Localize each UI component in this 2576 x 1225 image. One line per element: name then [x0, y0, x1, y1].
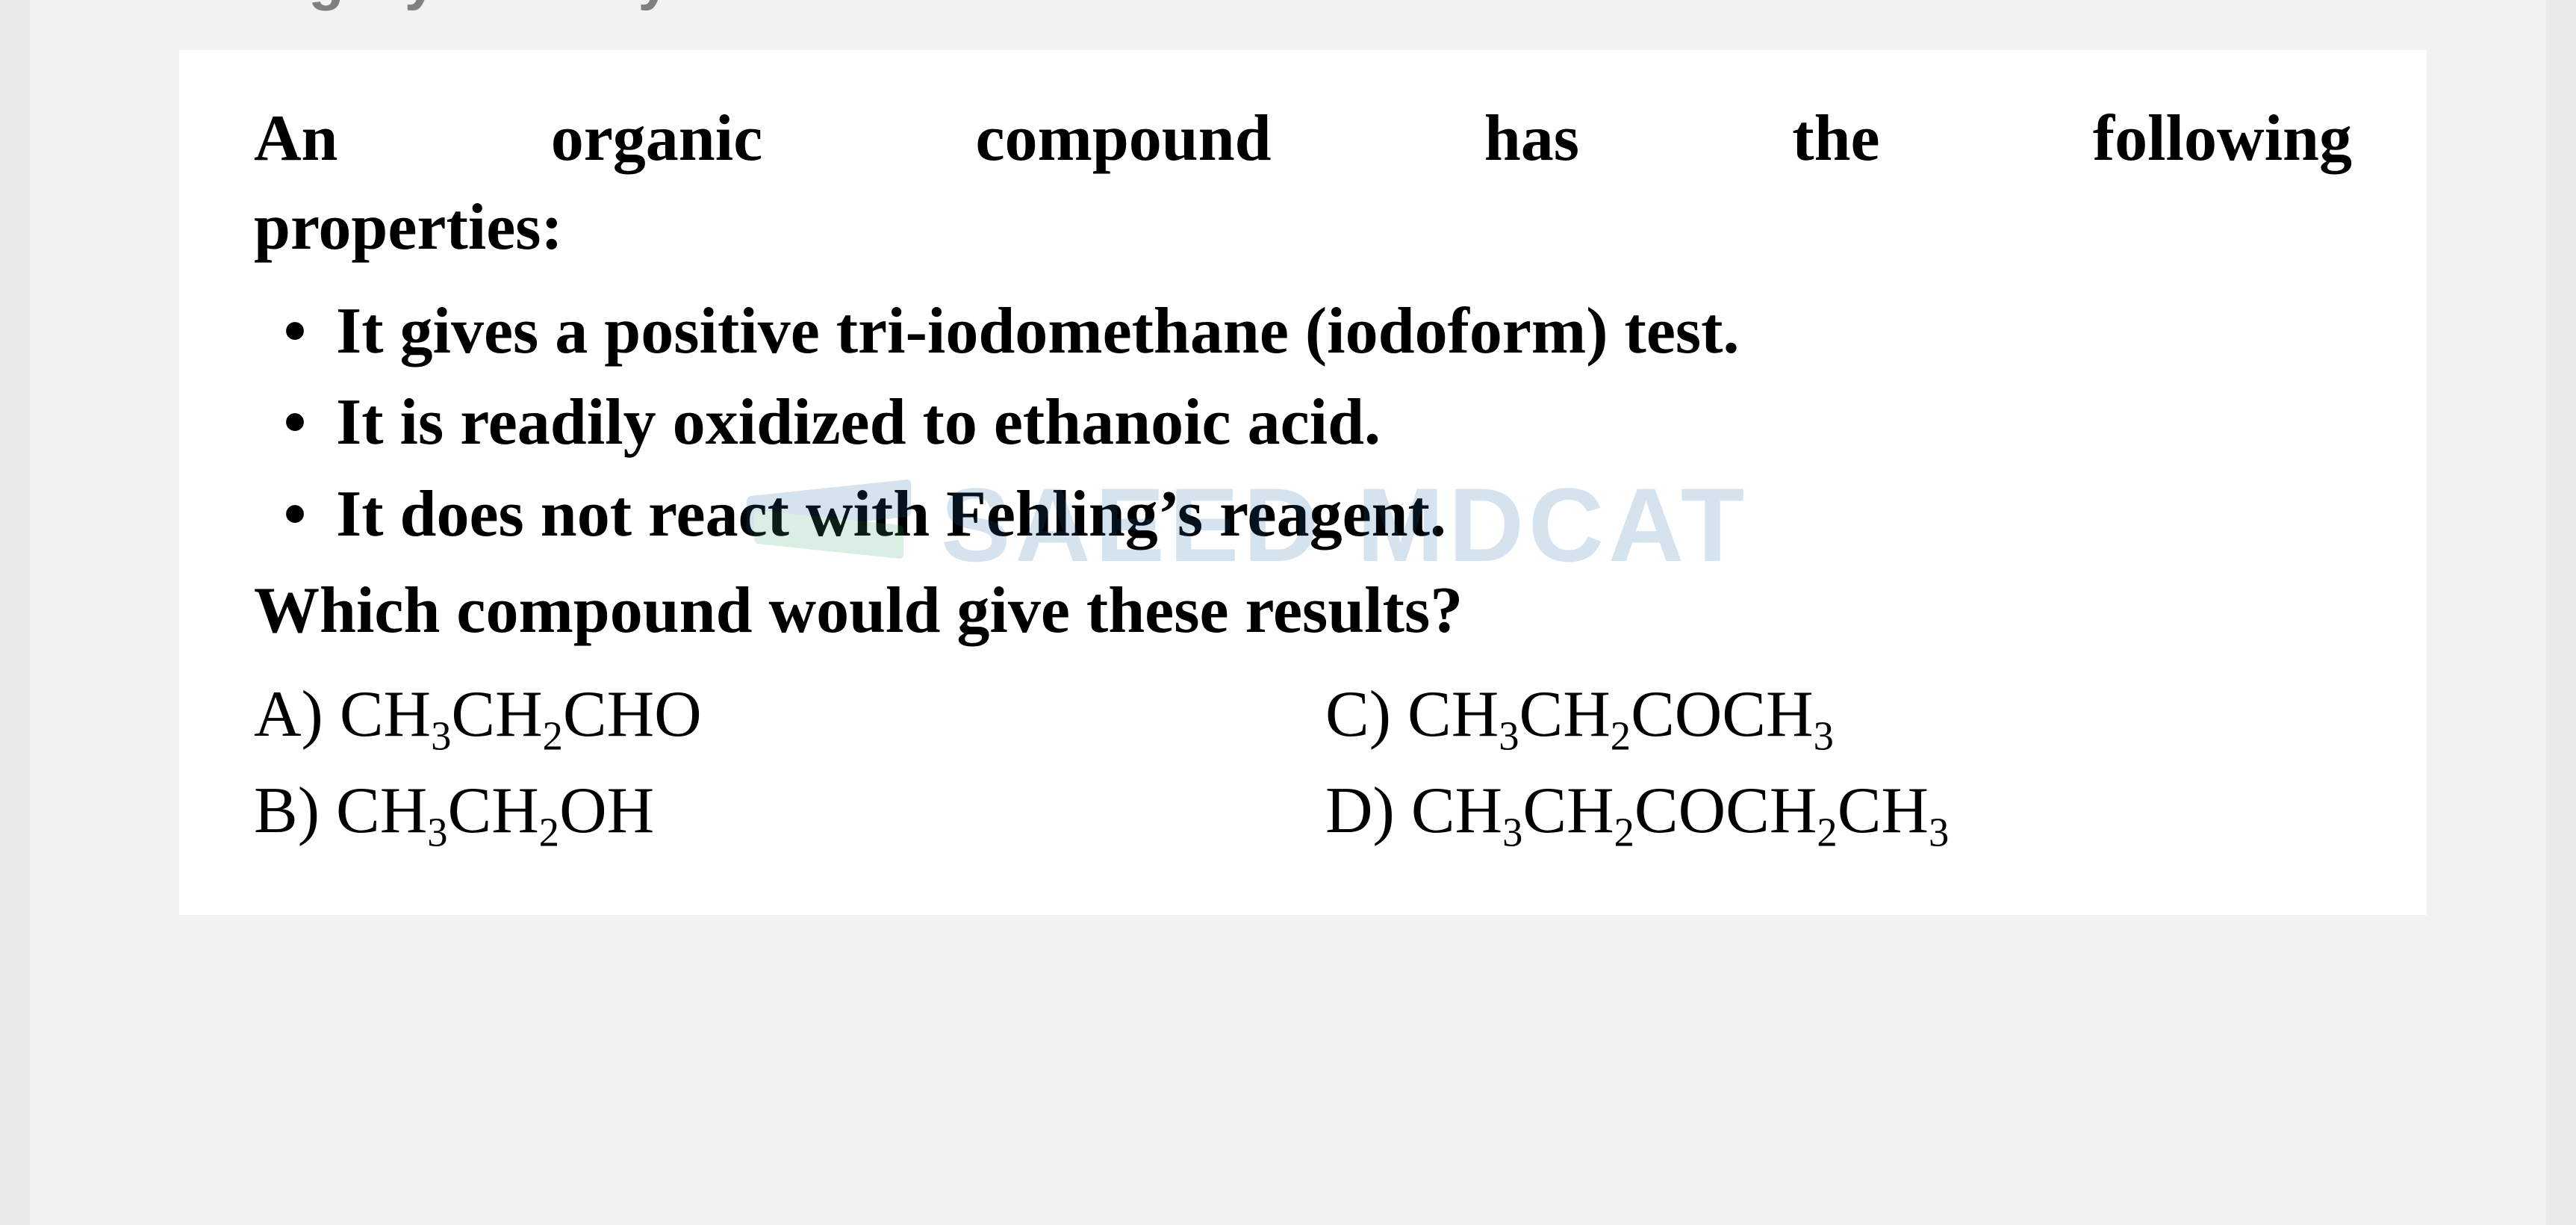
option-letter: C) — [1325, 678, 1391, 751]
question-stem-line1: An organic compound has the following — [254, 95, 2352, 184]
bullet-text: It is readily oxidized to ethanoic acid. — [336, 379, 2352, 468]
option-b: B) CH3CH2OH — [254, 767, 1281, 856]
question-card: SAEED MDCAT An organic compound has the … — [179, 50, 2427, 915]
bullet-item: • It is readily oxidized to ethanoic aci… — [254, 379, 2352, 468]
option-letter: A) — [254, 678, 323, 751]
option-formula: CH3CH2COCH3 — [1407, 678, 1834, 751]
options-grid: A) CH3CH2CHO C) CH3CH2COCH3 B) CH3CH2OH … — [254, 671, 2352, 856]
option-c: C) CH3CH2COCH3 — [1325, 671, 2352, 760]
option-formula: CH3CH2OH — [336, 775, 654, 847]
option-a: A) CH3CH2CHO — [254, 671, 1281, 760]
bullet-dot-icon: • — [254, 379, 336, 468]
bullet-dot-icon: • — [254, 288, 336, 376]
bullet-list: • It gives a positive tri-iodomethane (i… — [254, 288, 2352, 559]
bullet-text: It gives a positive tri-iodomethane (iod… — [336, 288, 2352, 376]
option-formula: CH3CH2COCH2CH3 — [1411, 775, 1949, 847]
category-label: Category: Aldehydes & Ketones — [60, 0, 2516, 20]
bullet-text: It does not react with Fehling’s reagent… — [336, 471, 2352, 559]
option-d: D) CH3CH2COCH2CH3 — [1325, 767, 2352, 856]
page-panel: Category: Aldehydes & Ketones SAEED MDCA… — [30, 0, 2546, 1225]
question-stem-line2: properties: — [254, 184, 2352, 273]
bullet-dot-icon: • — [254, 471, 336, 559]
option-letter: D) — [1325, 775, 1395, 847]
option-formula: CH3CH2CHO — [340, 678, 702, 751]
bullet-item: • It gives a positive tri-iodomethane (i… — [254, 288, 2352, 376]
lead-question: Which compound would give these results? — [254, 567, 2352, 656]
bullet-item: • It does not react with Fehling’s reage… — [254, 471, 2352, 559]
option-letter: B) — [254, 775, 320, 847]
